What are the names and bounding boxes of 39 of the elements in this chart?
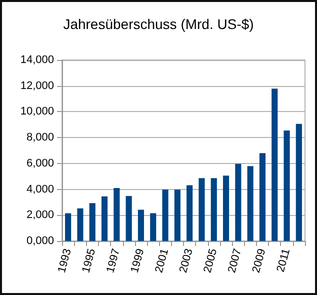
bar — [186, 185, 193, 241]
bar — [259, 153, 266, 241]
bar — [101, 196, 108, 241]
bar — [235, 164, 242, 241]
chart-title: Jahresüberschuss (Mrd. US-$) — [63, 16, 254, 32]
bar — [150, 213, 156, 241]
bar — [210, 178, 217, 241]
x-tick-label: 1997 — [104, 247, 122, 274]
y-tick-label: 4,000 — [26, 183, 54, 196]
bar — [222, 176, 230, 241]
y-tick-label: 2,000 — [26, 209, 54, 222]
bar — [114, 188, 120, 241]
x-tick-label: 2005 — [202, 247, 220, 274]
x-tick-label: 2003 — [177, 247, 196, 274]
x-tick-label: 2007 — [226, 247, 244, 274]
x-tick-label: 2009 — [250, 247, 268, 274]
x-tick-label: 1995 — [80, 247, 98, 274]
x-tick-label: 2011 — [274, 247, 293, 274]
bar — [89, 203, 96, 241]
y-tick-label: 8,000 — [26, 132, 54, 144]
x-tick-label: 1999 — [128, 247, 147, 274]
bar — [247, 166, 254, 241]
bar — [162, 190, 168, 241]
y-tick-label: 0,000 — [26, 235, 54, 247]
bar — [284, 130, 290, 241]
x-tick-label: 2001 — [153, 247, 172, 274]
bar — [174, 190, 180, 241]
bar — [198, 178, 205, 241]
x-tick-label: 1993 — [56, 247, 74, 274]
bar — [126, 196, 132, 241]
bar — [77, 208, 84, 241]
y-tick-label: 6,000 — [26, 157, 54, 170]
bar — [65, 213, 72, 241]
y-tick-label: 14,000 — [20, 54, 54, 66]
y-tick-label: 12,000 — [20, 80, 54, 92]
bar — [296, 124, 302, 241]
y-tick-label: 10,000 — [20, 106, 54, 118]
bar — [138, 210, 144, 241]
bar — [272, 88, 278, 241]
